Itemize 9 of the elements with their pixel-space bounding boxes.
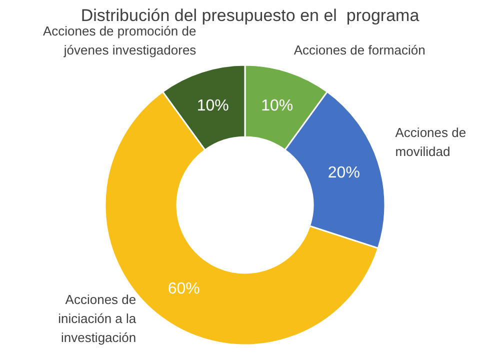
chart-title: Distribución del presupuesto en el programa	[80, 6, 420, 26]
slice-label: Acciones de formación	[294, 42, 426, 58]
data-label: 10%	[196, 98, 229, 115]
data-label: 10%	[261, 98, 294, 115]
slice-label: Acciones de iniciación a la investigación	[58, 292, 137, 345]
data-label: 60%	[168, 280, 200, 298]
slice-label: Acciones de movilidad	[395, 125, 466, 160]
data-label: 20%	[328, 164, 360, 182]
slice-label: Acciones de promoción de jóvenes investigadores	[42, 24, 197, 58]
